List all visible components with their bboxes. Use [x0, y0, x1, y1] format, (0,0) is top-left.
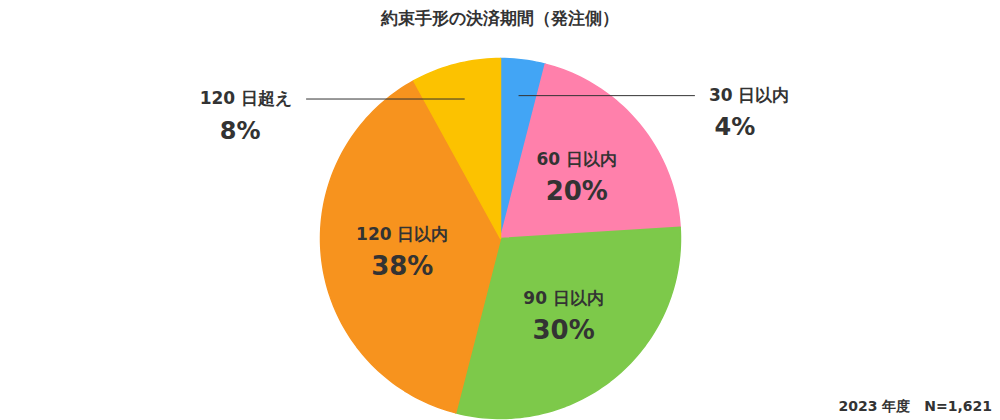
html-text:2023 年度 N=1,621: 2023 年度 N=1,621 [838, 398, 992, 414]
svg-text:120 日超え: 120 日超え [200, 88, 292, 108]
html-text:約束手形の決済期間（発注側）: 約束手形の決済期間（発注側） [381, 8, 619, 28]
svg-text:8%: 8% [220, 117, 261, 145]
svg-text:120 日以内: 120 日以内 [356, 224, 448, 244]
svg-text:30%: 30% [532, 315, 594, 345]
svg-text:38%: 38% [371, 251, 433, 281]
svg-text:30 日以内: 30 日以内 [709, 85, 790, 105]
svg-text:90 日以内: 90 日以内 [523, 288, 604, 308]
svg-text:60 日以内: 60 日以内 [536, 149, 617, 169]
svg-text:4%: 4% [715, 113, 756, 141]
svg-text:20%: 20% [546, 176, 608, 206]
